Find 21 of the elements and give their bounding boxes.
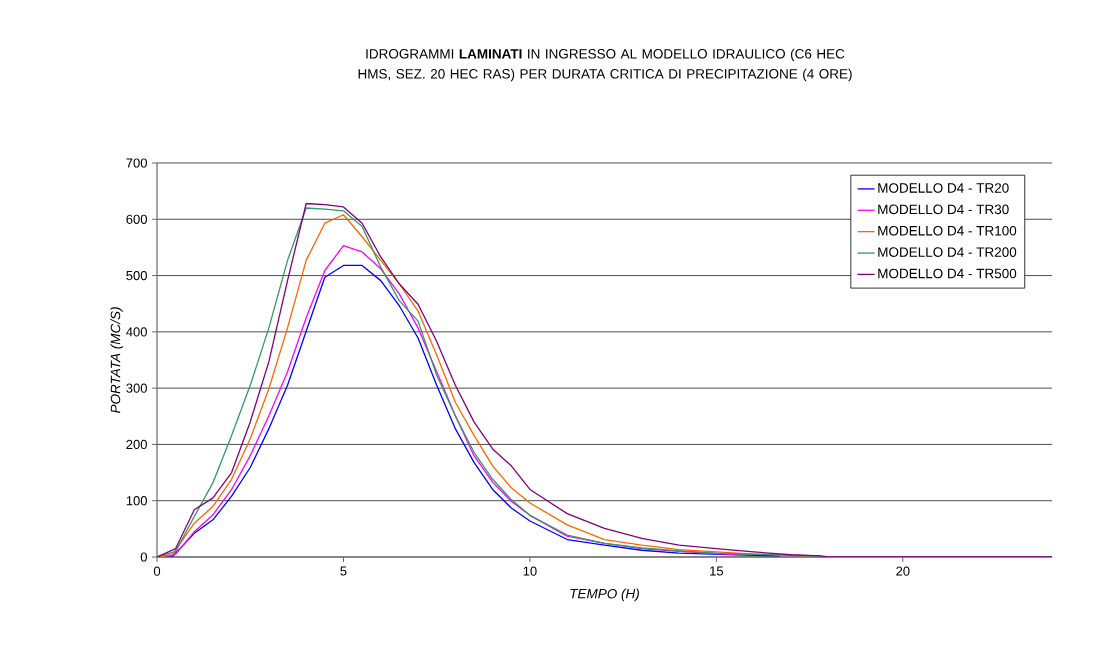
y-tick-label: 0: [140, 552, 147, 562]
y-tick-label: 600: [126, 214, 147, 224]
x-tick-label: 10: [523, 566, 537, 576]
y-tick-label: 700: [126, 158, 147, 168]
x-tick-label: 0: [153, 566, 161, 576]
legend-label: MODELLO D4 - TR200: [878, 247, 1017, 257]
x-tick-label: 5: [340, 566, 347, 576]
legend-label: MODELLO D4 - TR100: [878, 225, 1017, 236]
y-tick-label: 500: [126, 270, 147, 281]
legend-label: MODELLO D4 - TR20: [878, 183, 1009, 193]
x-tick-label: 20: [896, 566, 910, 576]
chart-title: IDROGRAMMI LAMINATI IN INGRESSO AL MODELLO IDRAULICO (C6 HEC HMS, SEZ. 20 HEC RAS) PER DURATA CRITICA DI PRECIPITAZIONE (4 ORE): [358, 48, 852, 82]
y-tick-label: 300: [126, 383, 147, 393]
y-axis-title: PORTATA (MC/S): [110, 307, 123, 414]
y-tick-label: 200: [126, 439, 147, 450]
legend-label: MODELLO D4 - TR500: [878, 268, 1017, 279]
y-tick-label: 100: [126, 496, 147, 506]
x-tick-label: 15: [710, 566, 724, 576]
legend-label: MODELLO D4 - TR30: [878, 204, 1009, 215]
x-axis-title: TEMPO (H): [570, 588, 639, 602]
y-tick-label: 400: [126, 327, 147, 337]
